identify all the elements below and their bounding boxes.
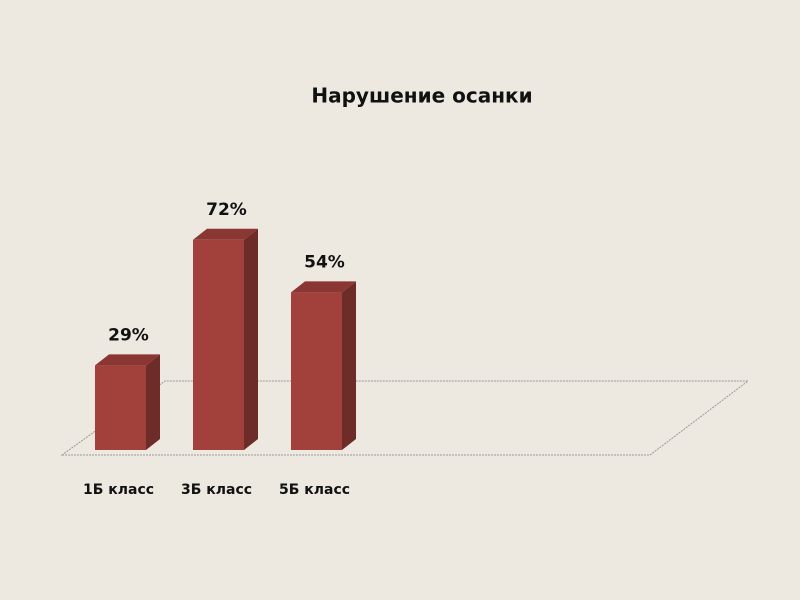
bar-front <box>193 239 244 450</box>
x-tick-label: 5Б класс <box>279 482 350 498</box>
bar-top <box>95 354 160 366</box>
bar <box>95 354 160 450</box>
bar-side <box>146 354 160 450</box>
bar-front <box>95 365 146 450</box>
x-tick-label: 1Б класс <box>83 482 154 498</box>
chart-title: Нарушение осанки <box>311 84 532 108</box>
value-label: 54% <box>304 252 345 272</box>
bar <box>193 228 258 450</box>
bar-front <box>291 292 342 450</box>
value-label: 72% <box>206 200 247 220</box>
x-tick-label: 3Б класс <box>181 482 252 498</box>
bar <box>291 281 356 450</box>
bar-side <box>342 281 356 450</box>
bar-top <box>291 281 356 293</box>
bar-side <box>244 228 258 450</box>
value-label: 29% <box>108 325 149 345</box>
bar-top <box>193 228 258 240</box>
